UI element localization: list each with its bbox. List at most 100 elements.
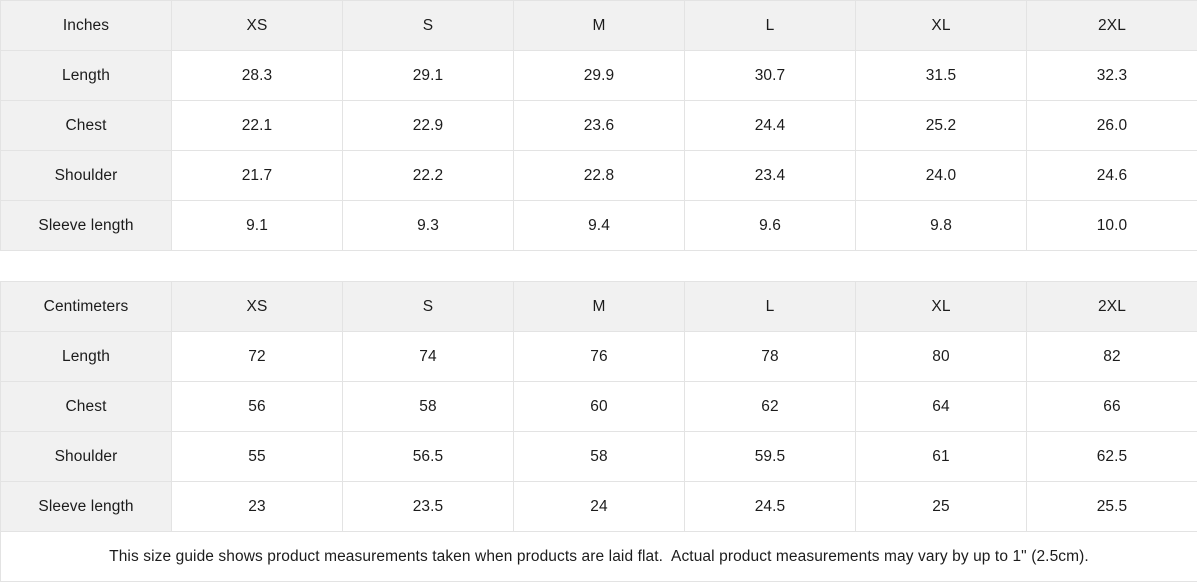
inches-length-xs: 28.3	[172, 51, 343, 101]
inches-shoulder-2xl: 24.6	[1027, 151, 1197, 201]
centimeters-row-label-sleeve-length-text: Sleeve length	[1, 497, 171, 516]
centimeters-shoulder-xl-text: 61	[856, 447, 1026, 466]
inches-chest-s-text: 22.9	[343, 116, 513, 135]
centimeters-chest-s: 58	[343, 382, 514, 432]
inches-length-s-text: 29.1	[343, 66, 513, 85]
centimeters-column-header-l: L	[685, 282, 856, 332]
centimeters-sleeve-length-xl-text: 25	[856, 497, 1026, 516]
centimeters-column-header-xl-text: XL	[856, 297, 1026, 316]
inches-sleeve-length-s-text: 9.3	[343, 216, 513, 235]
centimeters-sleeve-length-m: 24	[514, 482, 685, 532]
table-spacer-row	[1, 251, 1197, 282]
centimeters-shoulder-xl: 61	[856, 432, 1027, 482]
centimeters-unit-label: Centimeters	[1, 282, 172, 332]
inches-chest-2xl: 26.0	[1027, 101, 1197, 151]
inches-chest-xs-text: 22.1	[172, 116, 342, 135]
centimeters-row-label-chest-text: Chest	[1, 397, 171, 416]
inches-shoulder-l-text: 23.4	[685, 166, 855, 185]
inches-row-label-shoulder: Shoulder	[1, 151, 172, 201]
centimeters-sleeve-length-2xl-text: 25.5	[1027, 497, 1197, 516]
inches-column-header-xs-text: XS	[172, 16, 342, 35]
inches-column-header-xl-text: XL	[856, 16, 1026, 35]
centimeters-column-header-xs: XS	[172, 282, 343, 332]
inches-sleeve-length-m-text: 9.4	[514, 216, 684, 235]
centimeters-chest-2xl: 66	[1027, 382, 1197, 432]
centimeters-length-s-text: 74	[343, 347, 513, 366]
centimeters-row-label-length-text: Length	[1, 347, 171, 366]
table-row: Chest 22.1 22.9 23.6 24.4 25.2 26.0	[1, 101, 1197, 151]
inches-row-label-length-text: Length	[1, 66, 171, 85]
centimeters-shoulder-s-text: 56.5	[343, 447, 513, 466]
table-row: Length 28.3 29.1 29.9 30.7 31.5 32.3	[1, 51, 1197, 101]
centimeters-length-xs-text: 72	[172, 347, 342, 366]
centimeters-chest-xl-text: 64	[856, 397, 1026, 416]
table-row: Sleeve length 23 23.5 24 24.5 25 25.5	[1, 482, 1197, 532]
inches-row-label-chest-text: Chest	[1, 116, 171, 135]
inches-header-row: Inches XS S M L XL 2XL	[1, 1, 1197, 51]
inches-length-xl-text: 31.5	[856, 66, 1026, 85]
centimeters-row-label-shoulder: Shoulder	[1, 432, 172, 482]
centimeters-sleeve-length-2xl: 25.5	[1027, 482, 1197, 532]
inches-column-header-s: S	[343, 1, 514, 51]
inches-sleeve-length-xl: 9.8	[856, 201, 1027, 251]
centimeters-sleeve-length-s-text: 23.5	[343, 497, 513, 516]
table-row: Length 72 74 76 78 80 82	[1, 332, 1197, 382]
inches-chest-l: 24.4	[685, 101, 856, 151]
centimeters-row-label-length: Length	[1, 332, 172, 382]
centimeters-length-l: 78	[685, 332, 856, 382]
centimeters-chest-xs: 56	[172, 382, 343, 432]
inches-length-l: 30.7	[685, 51, 856, 101]
inches-sleeve-length-2xl-text: 10.0	[1027, 216, 1197, 235]
inches-chest-2xl-text: 26.0	[1027, 116, 1197, 135]
centimeters-chest-s-text: 58	[343, 397, 513, 416]
centimeters-shoulder-l-text: 59.5	[685, 447, 855, 466]
inches-row-label-shoulder-text: Shoulder	[1, 166, 171, 185]
centimeters-shoulder-m-text: 58	[514, 447, 684, 466]
table-spacer-cell	[1, 251, 1197, 282]
centimeters-column-header-s-text: S	[343, 297, 513, 316]
inches-unit-label-text: Inches	[1, 16, 171, 35]
centimeters-length-s: 74	[343, 332, 514, 382]
inches-length-xl: 31.5	[856, 51, 1027, 101]
centimeters-chest-xs-text: 56	[172, 397, 342, 416]
inches-column-header-l-text: L	[685, 16, 855, 35]
inches-shoulder-xs: 21.7	[172, 151, 343, 201]
centimeters-unit-label-text: Centimeters	[1, 297, 171, 316]
centimeters-chest-2xl-text: 66	[1027, 397, 1197, 416]
inches-shoulder-xl: 24.0	[856, 151, 1027, 201]
inches-chest-l-text: 24.4	[685, 116, 855, 135]
inches-shoulder-m: 22.8	[514, 151, 685, 201]
inches-column-header-l: L	[685, 1, 856, 51]
centimeters-sleeve-length-s: 23.5	[343, 482, 514, 532]
inches-unit-label: Inches	[1, 1, 172, 51]
inches-column-header-m-text: M	[514, 16, 684, 35]
centimeters-header-row: Centimeters XS S M L XL 2XL	[1, 282, 1197, 332]
size-guide-note: This size guide shows product measuremen…	[1, 532, 1197, 582]
centimeters-column-header-m: M	[514, 282, 685, 332]
inches-shoulder-xs-text: 21.7	[172, 166, 342, 185]
centimeters-row-label-chest: Chest	[1, 382, 172, 432]
inches-chest-xs: 22.1	[172, 101, 343, 151]
inches-chest-xl-text: 25.2	[856, 116, 1026, 135]
inches-chest-xl: 25.2	[856, 101, 1027, 151]
inches-sleeve-length-l-text: 9.6	[685, 216, 855, 235]
centimeters-length-2xl: 82	[1027, 332, 1197, 382]
centimeters-length-m: 76	[514, 332, 685, 382]
centimeters-sleeve-length-xs: 23	[172, 482, 343, 532]
inches-length-2xl: 32.3	[1027, 51, 1197, 101]
centimeters-shoulder-2xl-text: 62.5	[1027, 447, 1197, 466]
inches-sleeve-length-xs-text: 9.1	[172, 216, 342, 235]
size-guide-note-row: This size guide shows product measuremen…	[1, 532, 1197, 582]
inches-shoulder-2xl-text: 24.6	[1027, 166, 1197, 185]
centimeters-shoulder-l: 59.5	[685, 432, 856, 482]
centimeters-chest-m: 60	[514, 382, 685, 432]
inches-shoulder-l: 23.4	[685, 151, 856, 201]
inches-row-label-length: Length	[1, 51, 172, 101]
centimeters-shoulder-s: 56.5	[343, 432, 514, 482]
centimeters-column-header-m-text: M	[514, 297, 684, 316]
centimeters-length-m-text: 76	[514, 347, 684, 366]
inches-column-header-m: M	[514, 1, 685, 51]
centimeters-column-header-2xl: 2XL	[1027, 282, 1197, 332]
centimeters-length-l-text: 78	[685, 347, 855, 366]
